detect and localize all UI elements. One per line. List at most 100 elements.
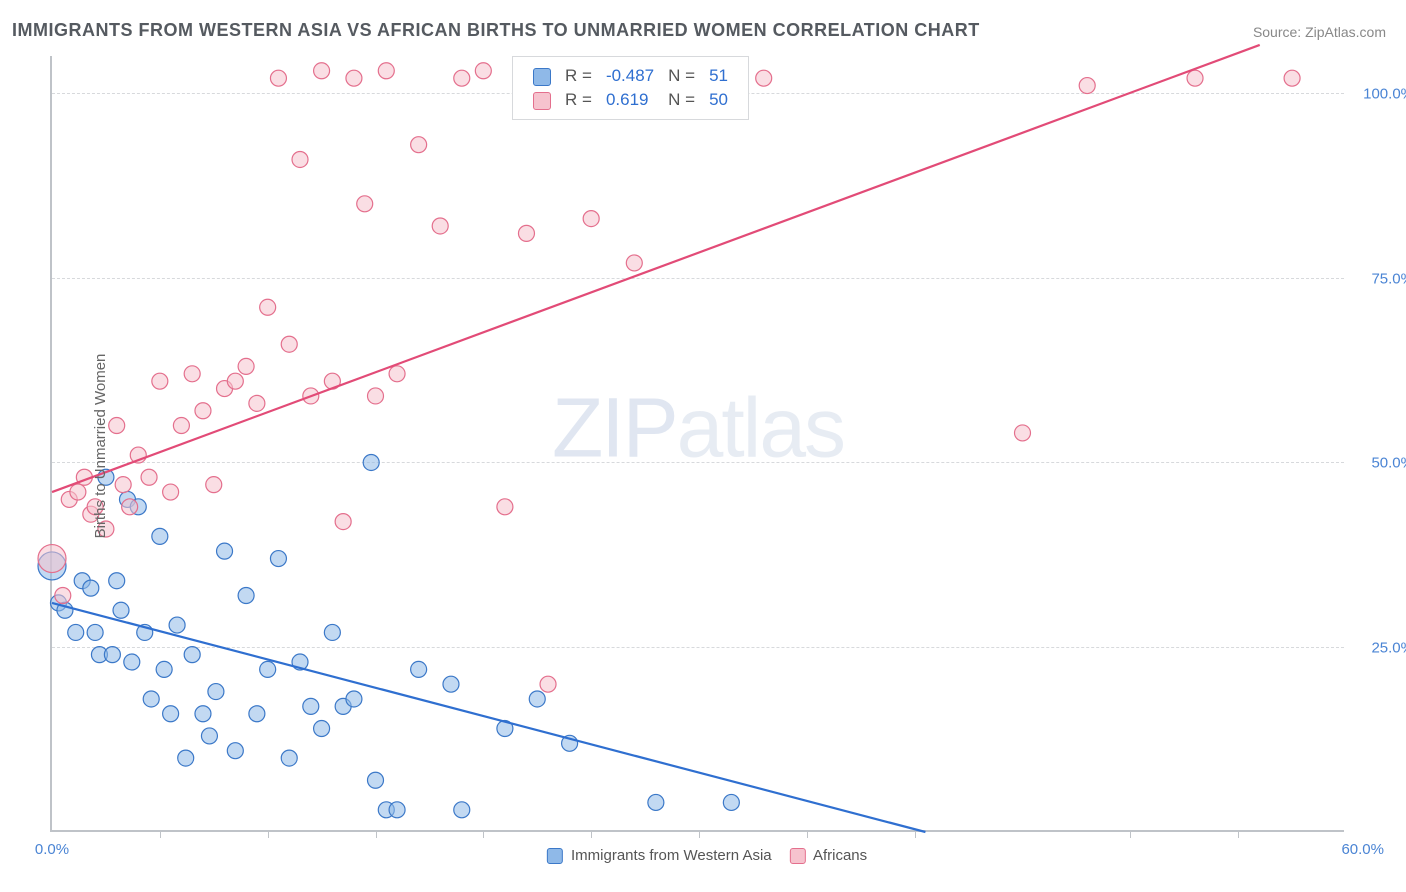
data-point xyxy=(281,750,297,766)
data-point xyxy=(70,484,86,500)
data-point xyxy=(68,624,84,640)
legend-n-value: 50 xyxy=(703,89,734,111)
data-point xyxy=(723,794,739,810)
data-point xyxy=(173,418,189,434)
data-point xyxy=(292,151,308,167)
data-point xyxy=(540,676,556,692)
data-point xyxy=(260,299,276,315)
legend-r-value: -0.487 xyxy=(600,65,660,87)
x-axis-end-label: 60.0% xyxy=(1341,841,1384,858)
data-point xyxy=(357,196,373,212)
data-point xyxy=(518,225,534,241)
source-attribution: Source: ZipAtlas.com xyxy=(1253,24,1386,40)
data-point xyxy=(529,691,545,707)
data-point xyxy=(227,373,243,389)
data-point xyxy=(163,484,179,500)
y-tick-label: 75.0% xyxy=(1371,270,1406,287)
legend-series-label: Africans xyxy=(810,847,868,864)
data-point xyxy=(122,499,138,515)
data-point xyxy=(109,573,125,589)
data-point xyxy=(195,706,211,722)
data-point xyxy=(303,698,319,714)
data-point xyxy=(314,721,330,737)
x-tick xyxy=(591,830,592,838)
trend-line xyxy=(52,603,925,832)
data-point xyxy=(389,366,405,382)
data-point xyxy=(124,654,140,670)
correlation-legend: R = -0.487 N = 51 R = 0.619 N = 50 xyxy=(512,56,749,120)
data-point xyxy=(113,602,129,618)
x-tick xyxy=(376,830,377,838)
legend-n-value: 51 xyxy=(703,65,734,87)
data-point xyxy=(195,403,211,419)
data-point xyxy=(104,647,120,663)
data-point xyxy=(201,728,217,744)
data-point xyxy=(238,358,254,374)
legend-swatch xyxy=(533,92,551,110)
data-point xyxy=(756,70,772,86)
legend-swatch xyxy=(790,848,806,864)
x-tick xyxy=(915,830,916,838)
data-point xyxy=(368,388,384,404)
legend-n-label: N = xyxy=(662,65,701,87)
data-point xyxy=(169,617,185,633)
data-point xyxy=(87,624,103,640)
data-point xyxy=(270,70,286,86)
scatter-svg xyxy=(52,56,1344,830)
data-point xyxy=(141,469,157,485)
data-point xyxy=(411,661,427,677)
legend-swatch xyxy=(533,68,551,86)
data-point xyxy=(648,794,664,810)
x-tick xyxy=(699,830,700,838)
data-point xyxy=(178,750,194,766)
legend-r-value: 0.619 xyxy=(600,89,660,111)
data-point xyxy=(411,137,427,153)
x-tick xyxy=(483,830,484,838)
data-point xyxy=(1079,78,1095,94)
data-point xyxy=(249,706,265,722)
data-point xyxy=(454,802,470,818)
data-point xyxy=(217,543,233,559)
chart-title: IMMIGRANTS FROM WESTERN ASIA VS AFRICAN … xyxy=(12,20,980,41)
data-point xyxy=(497,499,513,515)
data-point xyxy=(208,684,224,700)
data-point xyxy=(115,477,131,493)
y-tick-label: 50.0% xyxy=(1371,455,1406,472)
y-axis-label: Births to Unmarried Women xyxy=(92,354,109,539)
y-tick-label: 25.0% xyxy=(1371,640,1406,657)
data-point xyxy=(1187,70,1203,86)
x-tick xyxy=(268,830,269,838)
plot-area: ZIPatlas 25.0%50.0%75.0%100.0% R = -0.48… xyxy=(50,56,1344,832)
data-point xyxy=(368,772,384,788)
legend-swatch xyxy=(547,848,563,864)
data-point xyxy=(443,676,459,692)
x-axis-start-label: 0.0% xyxy=(35,841,69,858)
data-point xyxy=(270,551,286,567)
series-legend: Immigrants from Western Asia Africans xyxy=(529,847,867,864)
data-point xyxy=(335,514,351,530)
data-point xyxy=(249,395,265,411)
x-tick xyxy=(1238,830,1239,838)
data-point xyxy=(389,802,405,818)
data-point xyxy=(227,743,243,759)
data-point xyxy=(346,691,362,707)
data-point xyxy=(152,373,168,389)
data-point xyxy=(475,63,491,79)
data-point xyxy=(378,63,394,79)
legend-n-label: N = xyxy=(662,89,701,111)
data-point xyxy=(184,366,200,382)
x-tick xyxy=(160,830,161,838)
legend-series-label: Immigrants from Western Asia xyxy=(567,847,772,864)
data-point xyxy=(163,706,179,722)
data-point xyxy=(583,211,599,227)
data-point xyxy=(626,255,642,271)
data-point xyxy=(152,528,168,544)
data-point xyxy=(55,588,71,604)
data-point xyxy=(143,691,159,707)
x-tick xyxy=(807,830,808,838)
legend-r-label: R = xyxy=(559,89,598,111)
data-point xyxy=(1015,425,1031,441)
data-point xyxy=(281,336,297,352)
data-point xyxy=(363,454,379,470)
data-point xyxy=(260,661,276,677)
